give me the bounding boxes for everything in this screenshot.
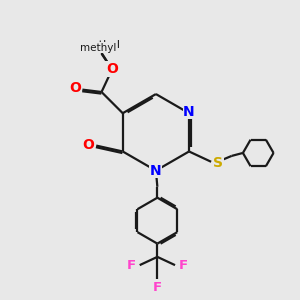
Text: N: N xyxy=(183,105,195,119)
Text: F: F xyxy=(179,259,188,272)
Text: N: N xyxy=(150,164,162,178)
Text: F: F xyxy=(153,281,162,294)
Text: O: O xyxy=(106,62,118,76)
Text: methyl: methyl xyxy=(80,43,116,53)
Text: O: O xyxy=(70,82,82,95)
Text: S: S xyxy=(214,156,224,170)
Text: methyl: methyl xyxy=(81,40,120,50)
Text: F: F xyxy=(127,259,136,272)
Text: O: O xyxy=(82,138,94,152)
